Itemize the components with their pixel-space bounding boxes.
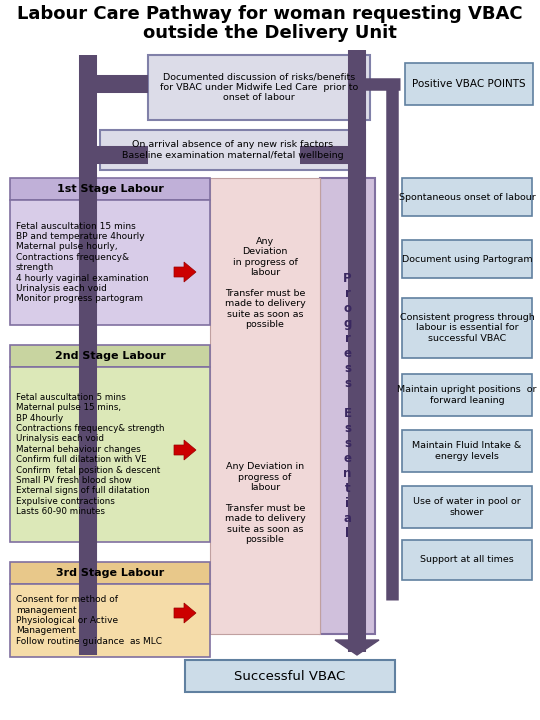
Text: P
r
o
g
r
e
s
s
 
E
s
s
e
n
t
i
a
l: P r o g r e s s E s s e n t i a l <box>343 272 352 540</box>
Bar <box>402 298 532 358</box>
Bar <box>10 345 210 367</box>
Bar <box>148 55 370 120</box>
Text: Maintain Fluid Intake &
energy levels: Maintain Fluid Intake & energy levels <box>413 441 522 461</box>
Bar <box>402 540 532 580</box>
Text: Maintain upright positions  or
forward leaning: Maintain upright positions or forward le… <box>397 385 537 405</box>
Bar <box>10 200 210 325</box>
Bar <box>405 63 533 105</box>
Bar <box>402 178 532 216</box>
Text: Spontaneous onset of labour: Spontaneous onset of labour <box>399 192 535 202</box>
Bar <box>185 660 395 692</box>
Bar <box>10 367 210 542</box>
Text: 2nd Stage Labour: 2nd Stage Labour <box>55 351 165 361</box>
Bar <box>402 430 532 472</box>
Polygon shape <box>174 262 196 282</box>
Text: 1st Stage Labour: 1st Stage Labour <box>57 184 164 194</box>
Bar <box>210 178 320 634</box>
Text: Any
Deviation
in progress of
labour

Transfer must be
made to delivery
suite as : Any Deviation in progress of labour Tran… <box>225 237 306 329</box>
Text: Documented discussion of risks/benefits
for VBAC under Midwife Led Care  prior t: Documented discussion of risks/benefits … <box>160 73 358 102</box>
Polygon shape <box>174 603 196 623</box>
Text: Consistent progress through
labour is essential for
successful VBAC: Consistent progress through labour is es… <box>400 313 535 343</box>
Bar <box>100 130 365 170</box>
Text: Labour Care Pathway for woman requesting VBAC: Labour Care Pathway for woman requesting… <box>17 5 523 23</box>
Text: On arrival absence of any new risk factors
Baseline examination maternal/fetal w: On arrival absence of any new risk facto… <box>122 140 343 160</box>
Bar <box>10 562 210 584</box>
Text: Positive VBAC POINTS: Positive VBAC POINTS <box>412 79 526 89</box>
Polygon shape <box>335 640 379 655</box>
Text: Use of water in pool or
shower: Use of water in pool or shower <box>413 498 521 517</box>
Bar <box>82 78 95 91</box>
Polygon shape <box>174 440 196 460</box>
Text: outside the Delivery Unit: outside the Delivery Unit <box>143 24 397 42</box>
Text: Consent for method of
management
Physiological or Active
Management
Follow routi: Consent for method of management Physiol… <box>16 595 162 646</box>
Text: Document using Partogram: Document using Partogram <box>402 254 532 264</box>
Text: Support at all times: Support at all times <box>420 556 514 564</box>
Text: Successful VBAC: Successful VBAC <box>234 670 346 683</box>
Bar <box>10 584 210 657</box>
Text: Fetal auscultation 5 mins
Maternal pulse 15 mins,
BP 4hourly
Contractions freque: Fetal auscultation 5 mins Maternal pulse… <box>16 393 165 516</box>
Text: 3rd Stage Labour: 3rd Stage Labour <box>56 568 164 578</box>
Bar <box>402 240 532 278</box>
Bar <box>10 178 210 200</box>
Text: Any Deviation in
progress of
labour

Transfer must be
made to delivery
suite as : Any Deviation in progress of labour Tran… <box>225 462 306 544</box>
Text: Fetal auscultation 15 mins
BP and temperature 4hourly
Maternal pulse hourly,
Con: Fetal auscultation 15 mins BP and temper… <box>16 222 148 303</box>
Bar <box>402 486 532 528</box>
Bar <box>82 149 95 162</box>
Bar <box>320 178 375 634</box>
Bar <box>402 374 532 416</box>
